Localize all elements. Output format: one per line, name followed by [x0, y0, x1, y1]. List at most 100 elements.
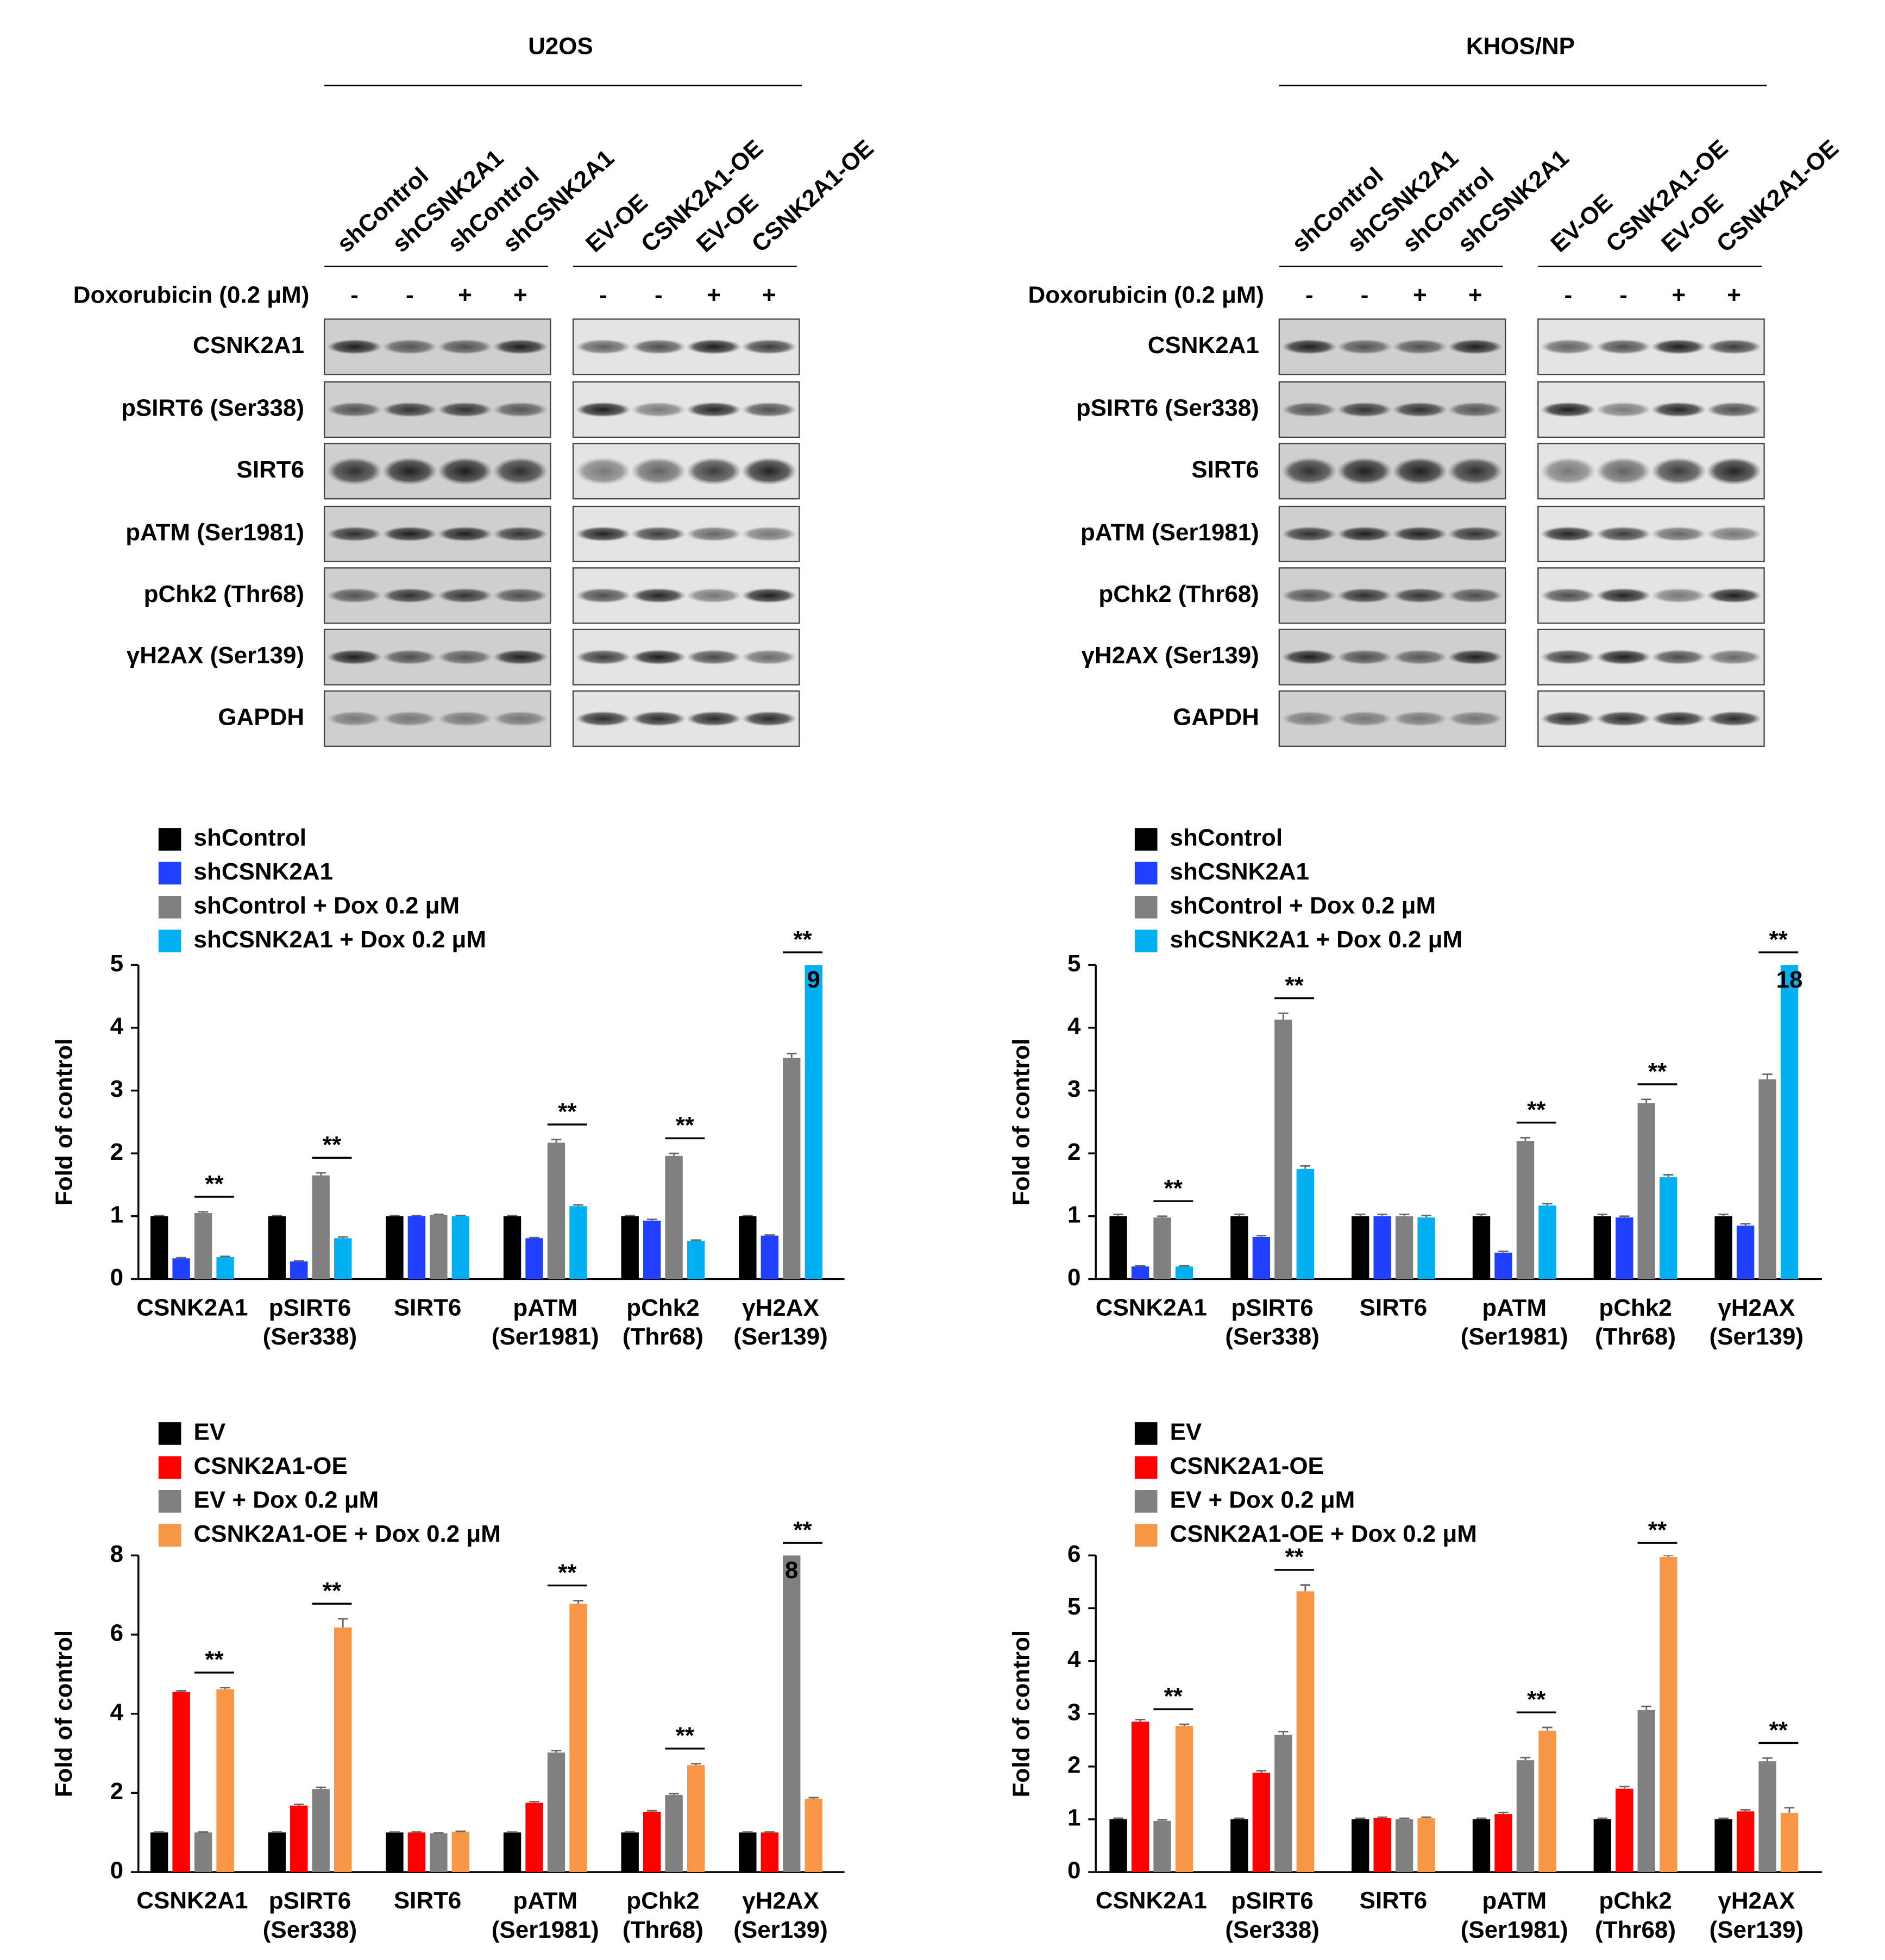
blot-band — [631, 339, 687, 355]
blot-band — [1447, 339, 1503, 355]
error-bar — [787, 1052, 797, 1058]
bar — [1109, 1216, 1127, 1279]
error-bar — [1179, 1723, 1190, 1726]
treatment-sign: - — [1305, 281, 1314, 308]
bar — [1175, 1726, 1193, 1873]
error-bar — [411, 1831, 422, 1833]
blot-band — [1651, 339, 1707, 355]
y-axis-title: Fold of control — [51, 1630, 77, 1798]
blot-band — [437, 711, 493, 726]
bar — [547, 1752, 566, 1873]
x-tick-label: γH2AX (Ser139) — [1710, 1295, 1804, 1350]
legend-swatch — [1134, 862, 1158, 885]
blot-band — [1281, 457, 1337, 485]
y-tick-label: 6 — [110, 1620, 123, 1647]
y-tick-label: 3 — [110, 1076, 123, 1102]
blot-band — [1706, 402, 1762, 417]
error-bar — [1399, 1213, 1410, 1216]
bar — [569, 1604, 587, 1873]
blot-band — [1281, 339, 1337, 355]
blot-band — [1595, 711, 1651, 726]
legend-swatch — [1134, 1490, 1158, 1513]
error-bar — [198, 1211, 209, 1214]
blot-band — [493, 457, 548, 485]
x-tick-label: pSIRT6 (Ser338) — [1225, 1295, 1319, 1350]
x-tick-label: CSNK2A1 — [1096, 1295, 1207, 1321]
antibody-label: pChk2 (Thr68) — [144, 581, 304, 607]
blot-band — [1392, 402, 1448, 417]
legend-swatch — [1134, 1524, 1158, 1547]
blot-band — [1651, 588, 1707, 604]
error-bar — [316, 1172, 326, 1176]
blot-band — [631, 402, 687, 417]
y-tick-label: 6 — [1067, 1541, 1080, 1567]
y-tick-label: 5 — [1067, 950, 1080, 977]
bar — [1714, 1216, 1732, 1279]
bar — [805, 965, 822, 1279]
bar — [1780, 1813, 1799, 1873]
treatment-sign: + — [513, 281, 527, 308]
blot-band — [382, 588, 438, 604]
bar — [1153, 1217, 1171, 1279]
blot-band — [575, 711, 631, 726]
x-tick-label: pSIRT6 (Ser338) — [1225, 1887, 1319, 1943]
blot-band — [1706, 526, 1762, 542]
blot-band — [1706, 649, 1762, 665]
bar — [1274, 1019, 1292, 1279]
bar — [1660, 1177, 1677, 1279]
x-tick-label: pChk2 (Thr68) — [623, 1295, 703, 1350]
blot-band — [382, 402, 438, 417]
error-bar — [1663, 1174, 1674, 1178]
blot-band — [631, 649, 687, 665]
error-bar — [507, 1831, 518, 1833]
value-label: 18 — [1776, 966, 1803, 993]
blot-band — [1595, 339, 1651, 355]
bar — [216, 1689, 234, 1873]
bar — [1516, 1760, 1535, 1873]
bar — [1736, 1811, 1755, 1873]
bar — [1109, 1819, 1127, 1873]
treatment-sign: + — [707, 281, 721, 308]
blot-band — [1392, 339, 1448, 355]
lane-label: EV-OE — [581, 189, 653, 257]
legend-swatch — [158, 896, 181, 919]
bar — [1417, 1818, 1435, 1873]
bar — [503, 1832, 521, 1873]
error-bar — [573, 1204, 583, 1207]
blot-band — [326, 711, 382, 726]
antibody-label: pATM (Ser1981) — [1080, 519, 1259, 546]
legend-label: CSNK2A1-OE — [194, 1453, 348, 1479]
treatment-sign: - — [599, 281, 607, 308]
error-bar — [389, 1831, 400, 1833]
bar — [569, 1206, 587, 1279]
legend-label: shCSNK2A1 + Dox 0.2 μM — [1170, 926, 1462, 953]
significance-label: ** — [323, 1578, 342, 1604]
significance-label: ** — [323, 1132, 342, 1158]
significance-label: ** — [1769, 926, 1788, 953]
blot-band — [382, 457, 438, 485]
error-bar — [337, 1618, 348, 1628]
legend-swatch — [158, 1456, 181, 1479]
blot-band — [326, 339, 382, 355]
bar — [407, 1832, 426, 1873]
bar — [1417, 1217, 1435, 1279]
bar — [1296, 1169, 1315, 1279]
significance-label: ** — [1285, 1544, 1304, 1570]
x-tick-label: pSIRT6 (Ser338) — [263, 1295, 357, 1350]
y-axis-title: Fold of control — [51, 1039, 77, 1206]
significance-label: ** — [793, 926, 812, 953]
treatment-sign: - — [1619, 281, 1628, 308]
bar — [1395, 1819, 1413, 1873]
significance-label: ** — [793, 1517, 812, 1543]
blot-band — [741, 339, 797, 355]
bar — [451, 1216, 470, 1279]
blot-band — [1706, 588, 1762, 604]
legend-swatch — [1134, 1456, 1158, 1479]
blot-band — [1392, 457, 1448, 485]
bar — [194, 1832, 212, 1873]
significance-label: ** — [1527, 1686, 1546, 1713]
bar — [216, 1257, 234, 1279]
bar — [1472, 1216, 1491, 1279]
blot-band — [326, 526, 382, 542]
